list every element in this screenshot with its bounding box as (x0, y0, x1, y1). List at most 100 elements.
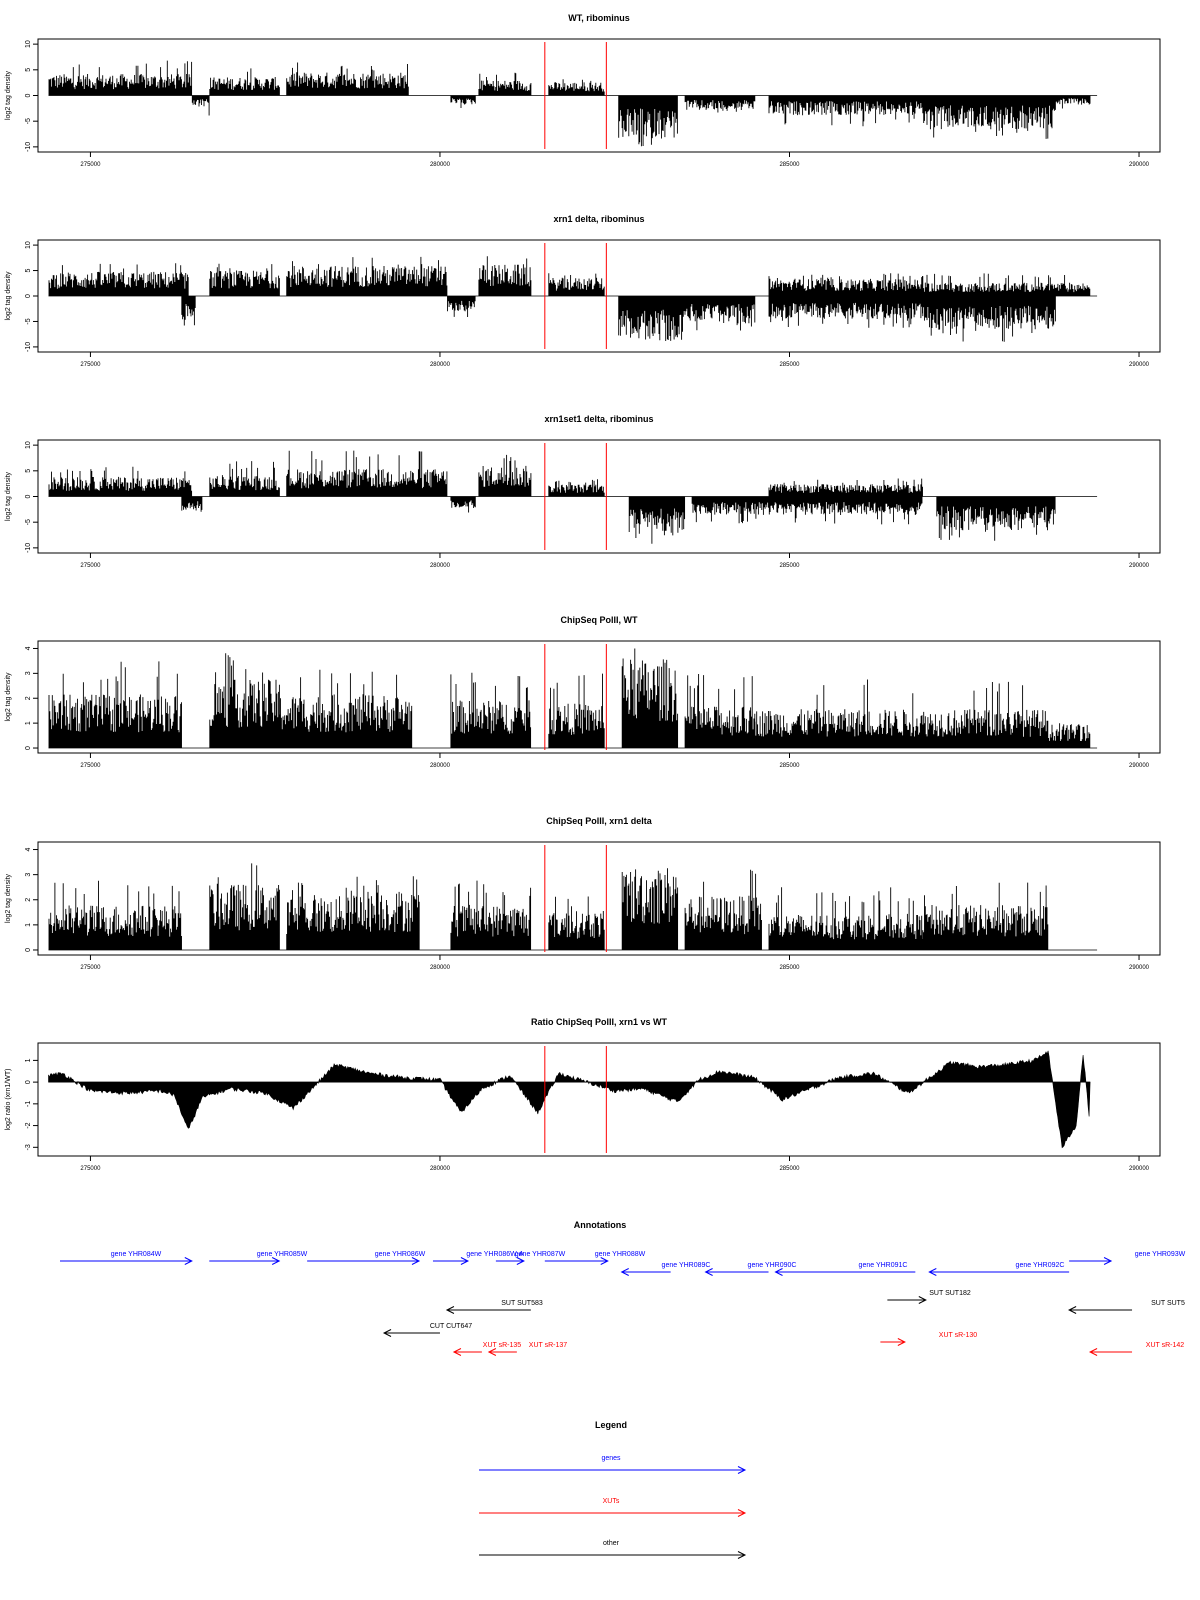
genes-label: gene YHR085W (257, 1251, 308, 1258)
legend-item-xuts: XUTs (479, 1498, 747, 1517)
other-arrow (1068, 1306, 1133, 1314)
y-tick-label: 0 (25, 746, 32, 750)
y-tick-label: 10 (25, 40, 32, 48)
other-arrow (382, 1329, 440, 1337)
xuts-arrow (487, 1348, 517, 1356)
x-tick-label: 285000 (779, 965, 800, 971)
y-tick-label: -3 (25, 1144, 32, 1150)
xuts-arrow (1088, 1348, 1133, 1356)
arrow-head (897, 1338, 906, 1346)
y-tick-label: 2 (25, 696, 32, 700)
y-axis-label: log2 tag density (5, 873, 12, 923)
xuts-label: XUT sR-142 (1146, 1342, 1184, 1349)
y-tick-label: 10 (25, 241, 32, 249)
x-tick-label: 290000 (1129, 362, 1150, 368)
y-tick-label: -2 (25, 1122, 32, 1128)
bar-marks (48, 256, 1091, 342)
arrow-head (918, 1296, 927, 1304)
genes-label: gene YHR093W (1135, 1251, 1186, 1258)
y-tick-label: -5 (25, 318, 32, 324)
x-tick-label: 285000 (779, 162, 800, 168)
panel-4: ChipSeq PolII, WT 0 1 2 3 4 log2 tag density 27… (5, 615, 1161, 769)
panel-title: WT, ribominus (568, 13, 630, 23)
y-tick-label: 4 (25, 847, 32, 851)
xuts-arrow (880, 1338, 906, 1346)
x-tick-label: 275000 (80, 563, 101, 569)
legend-item-label: other (603, 1540, 620, 1547)
genes-label: gene YHR090C (748, 1262, 797, 1269)
y-tick-label: 0 (25, 1080, 32, 1084)
genes-label: gene YHR086W (375, 1251, 426, 1258)
y-tick-label: -10 (25, 142, 32, 152)
x-tick-label: 280000 (430, 1166, 451, 1172)
other-label: SUT SUT182 (929, 1290, 971, 1297)
ratio-area (48, 1050, 1091, 1149)
annotations-title: Annotations (574, 1220, 627, 1230)
arrow-head (411, 1257, 421, 1265)
bar-marks (48, 648, 1091, 748)
x-tick-label: 275000 (80, 763, 101, 769)
genes-label: gene YHR087W (515, 1251, 566, 1258)
legend-item-other: other (479, 1540, 747, 1559)
arrow-head (928, 1268, 937, 1276)
x-tick-label: 285000 (779, 563, 800, 569)
y-tick-label: 1 (25, 721, 32, 725)
y-tick-label: 3 (25, 671, 32, 675)
x-tick-label: 290000 (1129, 763, 1150, 769)
y-tick-label: -5 (25, 118, 32, 124)
y-axis-label: log2 tag density (5, 672, 12, 722)
genes-label: gene YHR084W (111, 1251, 162, 1258)
arrow-head (774, 1268, 783, 1276)
xuts-label: XUT sR-130 (939, 1332, 977, 1339)
arrow-head (737, 1551, 747, 1559)
arrow-head (452, 1348, 462, 1356)
bar-series (48, 450, 1056, 544)
x-tick-label: 280000 (430, 362, 451, 368)
xuts-arrow (452, 1348, 482, 1356)
legend-item-label: genes (601, 1455, 621, 1462)
y-tick-label: 2 (25, 898, 32, 902)
plot-frame (37, 640, 1161, 754)
panel-1: WT, ribominus -10 -5 0 5 10 log2 tag density 27… (5, 13, 1161, 168)
y-tick-label: 10 (25, 441, 32, 449)
y-tick-label: 1 (25, 1058, 32, 1062)
genes-arrow (544, 1257, 609, 1265)
panel-title: Ratio ChipSeq PolII, xrn1 vs WT (531, 1017, 668, 1027)
arrow-head (1088, 1348, 1098, 1356)
x-tick-label: 290000 (1129, 1166, 1150, 1172)
legend-arrow (479, 1466, 747, 1474)
y-tick-label: -10 (25, 543, 32, 553)
legend-arrow (479, 1509, 747, 1517)
panel-2: xrn1 delta, ribominus -10 -5 0 5 10 log2 tag d… (5, 214, 1161, 368)
bar-series (48, 256, 1091, 342)
x-tick-label: 290000 (1129, 563, 1150, 569)
xuts-label: XUT sR-135 (483, 1342, 521, 1349)
arrow-head (737, 1466, 747, 1474)
x-tick-label: 285000 (779, 1166, 800, 1172)
plot-frame (37, 1042, 1161, 1157)
other-arrow (887, 1296, 927, 1304)
y-tick-label: 0 (25, 494, 32, 498)
genes-arrow (620, 1268, 671, 1276)
y-axis-label: log2 tag density (5, 271, 12, 321)
panel-3: xrn1set1 delta, ribominus -10 -5 0 5 10 log2 t… (5, 414, 1161, 569)
genes-label: gene YHR088W (595, 1251, 646, 1258)
panel-title: ChipSeq PolII, WT (561, 615, 638, 625)
x-tick-label: 285000 (779, 362, 800, 368)
arrow-head (600, 1257, 609, 1265)
arrow-head (516, 1257, 525, 1265)
annotations-section: Annotations gene YHR084W gene YHR085W gene … (60, 1220, 1186, 1356)
y-tick-label: 0 (25, 948, 32, 952)
other-arrow (445, 1306, 531, 1314)
x-tick-label: 275000 (80, 1166, 101, 1172)
y-tick-label: 3 (25, 873, 32, 877)
genes-arrow (1069, 1257, 1113, 1265)
panel-title: xrn1set1 delta, ribominus (544, 414, 653, 424)
legend-arrow (479, 1551, 747, 1559)
other-label: SUT SUT583 (501, 1300, 543, 1307)
arrow-head (445, 1306, 455, 1314)
genes-arrow (774, 1268, 916, 1276)
arrow-head (460, 1257, 470, 1265)
y-tick-label: 0 (25, 294, 32, 298)
x-tick-label: 290000 (1129, 965, 1150, 971)
